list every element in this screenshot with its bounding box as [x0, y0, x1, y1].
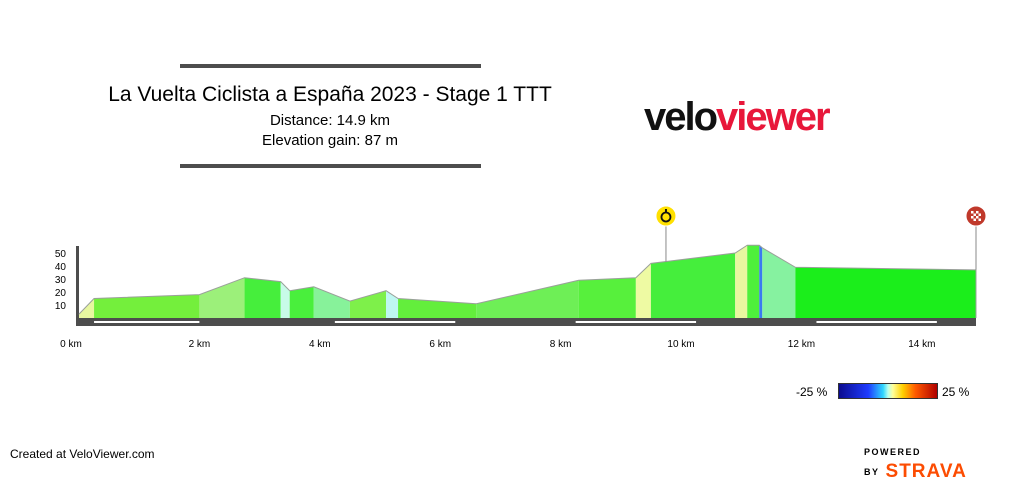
profile-segment [79, 298, 95, 318]
profile-segment [244, 277, 281, 318]
profile-segment [476, 280, 579, 318]
logo-viewer: viewer [716, 95, 831, 139]
stopwatch-face-icon [660, 211, 672, 223]
profile-segment [94, 294, 200, 318]
created-at-text: Created at VeloViewer.com [10, 447, 155, 461]
road-bar [76, 318, 976, 326]
profile-outline [78, 244, 977, 315]
checkered-square-icon [976, 211, 979, 214]
y-axis-line [76, 246, 79, 326]
stopwatch-crown-icon [664, 209, 667, 212]
x-tick-label: 12 km [788, 339, 815, 350]
road-km-band [94, 321, 200, 323]
elevation-gain-text: Elevation gain: 87 m [262, 132, 398, 149]
road-km-band [334, 321, 456, 323]
x-tick-label: 2 km [189, 339, 211, 350]
profile-segment [762, 247, 796, 318]
profile-segment [747, 245, 760, 318]
x-tick-label: 10 km [667, 339, 694, 350]
y-tick-label: 20 [55, 288, 67, 299]
profile-segment [199, 277, 245, 318]
powered-by-strava: POWERED BY STRAVA [864, 443, 1023, 483]
profile-segment [759, 245, 763, 318]
distance-text: Distance: 14.9 km [269, 112, 391, 129]
strava-logo: STRAVA [885, 461, 967, 482]
checkered-square-icon [971, 211, 974, 214]
veloviewer-logo: veloviewer [644, 94, 831, 140]
y-tick-label: 30 [55, 275, 67, 286]
road-km-band [575, 321, 697, 323]
checkered-square-icon [978, 213, 981, 216]
profile-segment [650, 253, 736, 318]
checkered-square-icon [976, 216, 979, 219]
x-tick-label: 6 km [429, 339, 451, 350]
profile-segment [313, 286, 350, 318]
title-rule-bottom [180, 164, 481, 168]
profile-segment [398, 298, 477, 318]
gradient-legend-min: -25 % [796, 385, 828, 399]
title-rule-top [180, 64, 481, 68]
profile-segment [280, 281, 290, 318]
checkered-square-icon [973, 213, 976, 216]
profile-segment [578, 277, 636, 318]
checkered-square-icon [971, 216, 974, 219]
profile-segment [735, 245, 748, 318]
stopwatch-icon [655, 205, 677, 227]
y-tick-label: 50 [55, 249, 67, 260]
profile-segment [635, 263, 651, 318]
profile-segment [349, 290, 387, 318]
logo-velo: velo [644, 95, 718, 139]
gradient-legend-max: 25 % [942, 385, 970, 399]
profile-segment [289, 286, 314, 318]
profile-segment [795, 267, 976, 318]
checkered-square-icon [978, 218, 981, 221]
x-tick-label: 4 km [309, 339, 331, 350]
page-title: La Vuelta Ciclista a España 2023 - Stage… [108, 83, 552, 106]
elevation-profile-chart: 10 20 30 40 50 0 km 2 km 4 km 6 km 8 km 10 km 12 km… [55, 205, 987, 350]
road-km-band [816, 321, 937, 323]
x-tick-label: 14 km [908, 339, 935, 350]
y-tick-label: 40 [55, 262, 67, 273]
y-tick-label: 10 [55, 301, 67, 312]
profile-segment [386, 290, 399, 318]
checkered-square-icon [973, 218, 976, 221]
x-tick-label: 0 km [60, 339, 82, 350]
x-tick-label: 8 km [550, 339, 572, 350]
gradient-color-scale [838, 383, 938, 399]
